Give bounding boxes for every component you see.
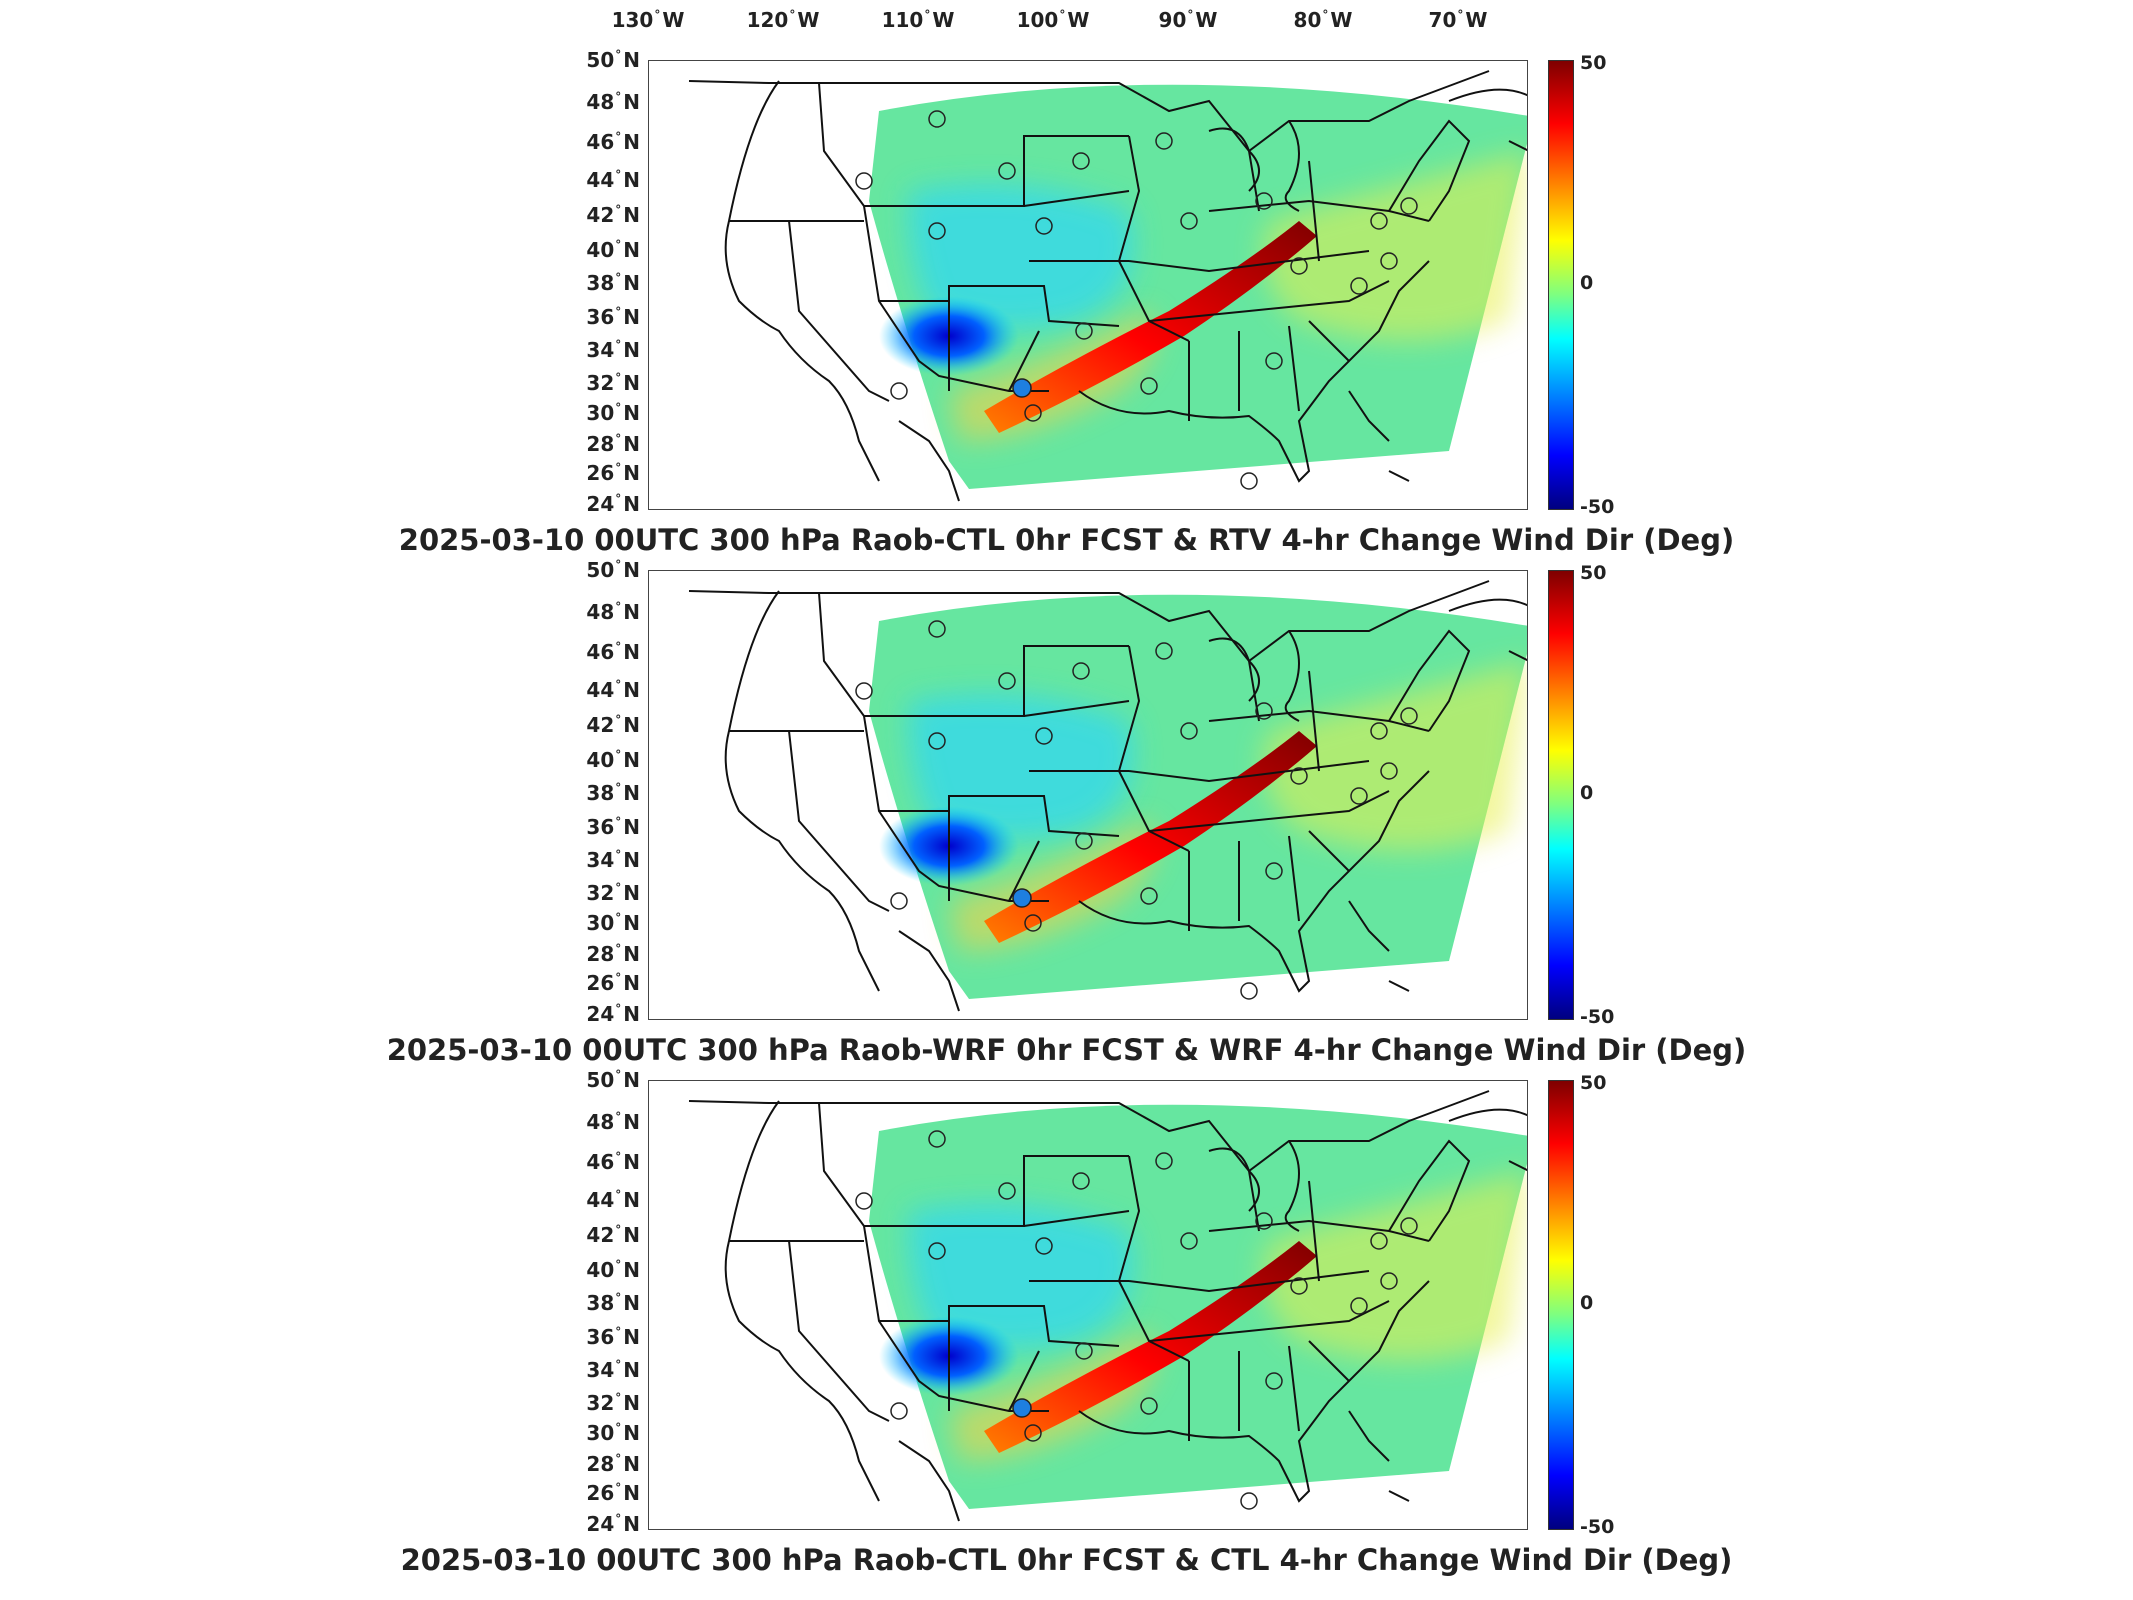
latitude-label: 48° N	[586, 600, 640, 624]
latitude-label: 28° N	[586, 942, 640, 966]
map-frame	[648, 1080, 1528, 1530]
latitude-label: 26° N	[586, 971, 640, 995]
colorbar-max-label: 50	[1580, 1072, 1607, 1094]
latitude-label: 46° N	[586, 1150, 640, 1174]
latitude-label: 48° N	[586, 1110, 640, 1134]
latitude-label: 26° N	[586, 461, 640, 485]
latitude-label: 30° N	[586, 911, 640, 935]
latitude-label: 34° N	[586, 1358, 640, 1382]
latitude-label: 36° N	[586, 815, 640, 839]
longitude-axis: 130° W 120° W 110° W 100° W 90° W 80° W 70° W	[0, 0, 2133, 40]
map-panel-1: 50° N 48° N 46° N 44° N 42° N 40° N 38° N 36° N 34° N 32° N…	[0, 48, 2133, 572]
colorbar-mid-label: 0	[1580, 782, 1594, 804]
state-boundaries	[688, 1090, 1527, 1522]
strong-positive-band	[984, 221, 1317, 433]
latitude-label: 36° N	[586, 305, 640, 329]
colorbar	[1548, 570, 1574, 1020]
latitude-label: 38° N	[586, 781, 640, 805]
latitude-label: 42° N	[586, 203, 640, 227]
latitude-label: 30° N	[586, 401, 640, 425]
longitude-label: 100° W	[1016, 8, 1090, 32]
longitude-label: 130° W	[611, 8, 685, 32]
colorbar-min-label: -50	[1580, 1516, 1615, 1538]
latitude-label: 30° N	[586, 1421, 640, 1445]
positive-change-region	[1263, 661, 1527, 851]
latitude-label: 24° N	[586, 1512, 640, 1536]
latitude-label: 40° N	[586, 238, 640, 262]
latitude-label: 50° N	[586, 558, 640, 582]
map-frame	[648, 60, 1528, 510]
negative-change-region	[908, 184, 1134, 329]
longitude-label: 90° W	[1158, 8, 1218, 32]
colorbar	[1548, 60, 1574, 510]
strong-positive-band	[984, 731, 1317, 943]
colorbar-mid-label: 0	[1580, 272, 1594, 294]
latitude-label: 40° N	[586, 748, 640, 772]
panel-title: 2025-03-10 00UTC 300 hPa Raob-CTL 0hr FC…	[398, 523, 1735, 557]
longitude-label: 120° W	[746, 8, 820, 32]
latitude-label: 34° N	[586, 338, 640, 362]
latitude-label: 34° N	[586, 848, 640, 872]
latitude-label: 32° N	[586, 881, 640, 905]
raob-stations	[855, 620, 1418, 1000]
latitude-label: 28° N	[586, 1452, 640, 1476]
latitude-label: 26° N	[586, 1481, 640, 1505]
latitude-label: 32° N	[586, 371, 640, 395]
highlighted-station	[1012, 378, 1032, 398]
highlighted-station	[1012, 1398, 1032, 1418]
wind-direction-map	[688, 1090, 1527, 1522]
colorbar-min-label: -50	[1580, 1006, 1615, 1028]
colorbar-min-label: -50	[1580, 496, 1615, 518]
raob-stations	[855, 110, 1418, 490]
map-panel-3: 50° N 48° N 46° N 44° N 42° N 40° N 38° N 36° N 34° N 32° N…	[0, 1068, 2133, 1592]
panel-title: 2025-03-10 00UTC 300 hPa Raob-CTL 0hr FC…	[400, 1543, 1733, 1577]
latitude-label: 38° N	[586, 1291, 640, 1315]
latitude-label: 50° N	[586, 1068, 640, 1092]
highlighted-station	[1012, 888, 1032, 908]
latitude-label: 24° N	[586, 492, 640, 516]
positive-change-region	[1263, 1171, 1527, 1361]
panel-title: 2025-03-10 00UTC 300 hPa Raob-WRF 0hr FC…	[386, 1033, 1747, 1067]
latitude-label: 36° N	[586, 1325, 640, 1349]
latitude-label: 32° N	[586, 1391, 640, 1415]
colorbar-max-label: 50	[1580, 52, 1607, 74]
state-boundaries	[688, 70, 1527, 502]
longitude-label: 80° W	[1293, 8, 1353, 32]
raob-stations	[855, 1130, 1418, 1510]
latitude-label: 44° N	[586, 678, 640, 702]
colorbar	[1548, 1080, 1574, 1530]
wind-direction-map	[688, 70, 1527, 502]
latitude-label: 48° N	[586, 90, 640, 114]
positive-change-region	[1263, 151, 1527, 341]
negative-change-region	[908, 694, 1134, 839]
latitude-label: 38° N	[586, 271, 640, 295]
colorbar-max-label: 50	[1580, 562, 1607, 584]
wind-direction-map	[688, 580, 1527, 1012]
strong-positive-band	[984, 1241, 1317, 1453]
latitude-label: 24° N	[586, 1002, 640, 1026]
colorbar-mid-label: 0	[1580, 1292, 1594, 1314]
map-frame	[648, 570, 1528, 1020]
latitude-label: 40° N	[586, 1258, 640, 1282]
longitude-label: 70° W	[1428, 8, 1488, 32]
latitude-label: 42° N	[586, 1223, 640, 1247]
latitude-label: 46° N	[586, 640, 640, 664]
latitude-label: 44° N	[586, 1188, 640, 1212]
latitude-label: 42° N	[586, 713, 640, 737]
longitude-label: 110° W	[881, 8, 955, 32]
latitude-label: 50° N	[586, 48, 640, 72]
latitude-label: 28° N	[586, 432, 640, 456]
negative-change-region	[908, 1204, 1134, 1349]
state-boundaries	[688, 580, 1527, 1012]
map-panel-2: 50° N 48° N 46° N 44° N 42° N 40° N 38° N 36° N 34° N 32° N…	[0, 558, 2133, 1082]
latitude-label: 46° N	[586, 130, 640, 154]
latitude-label: 44° N	[586, 168, 640, 192]
